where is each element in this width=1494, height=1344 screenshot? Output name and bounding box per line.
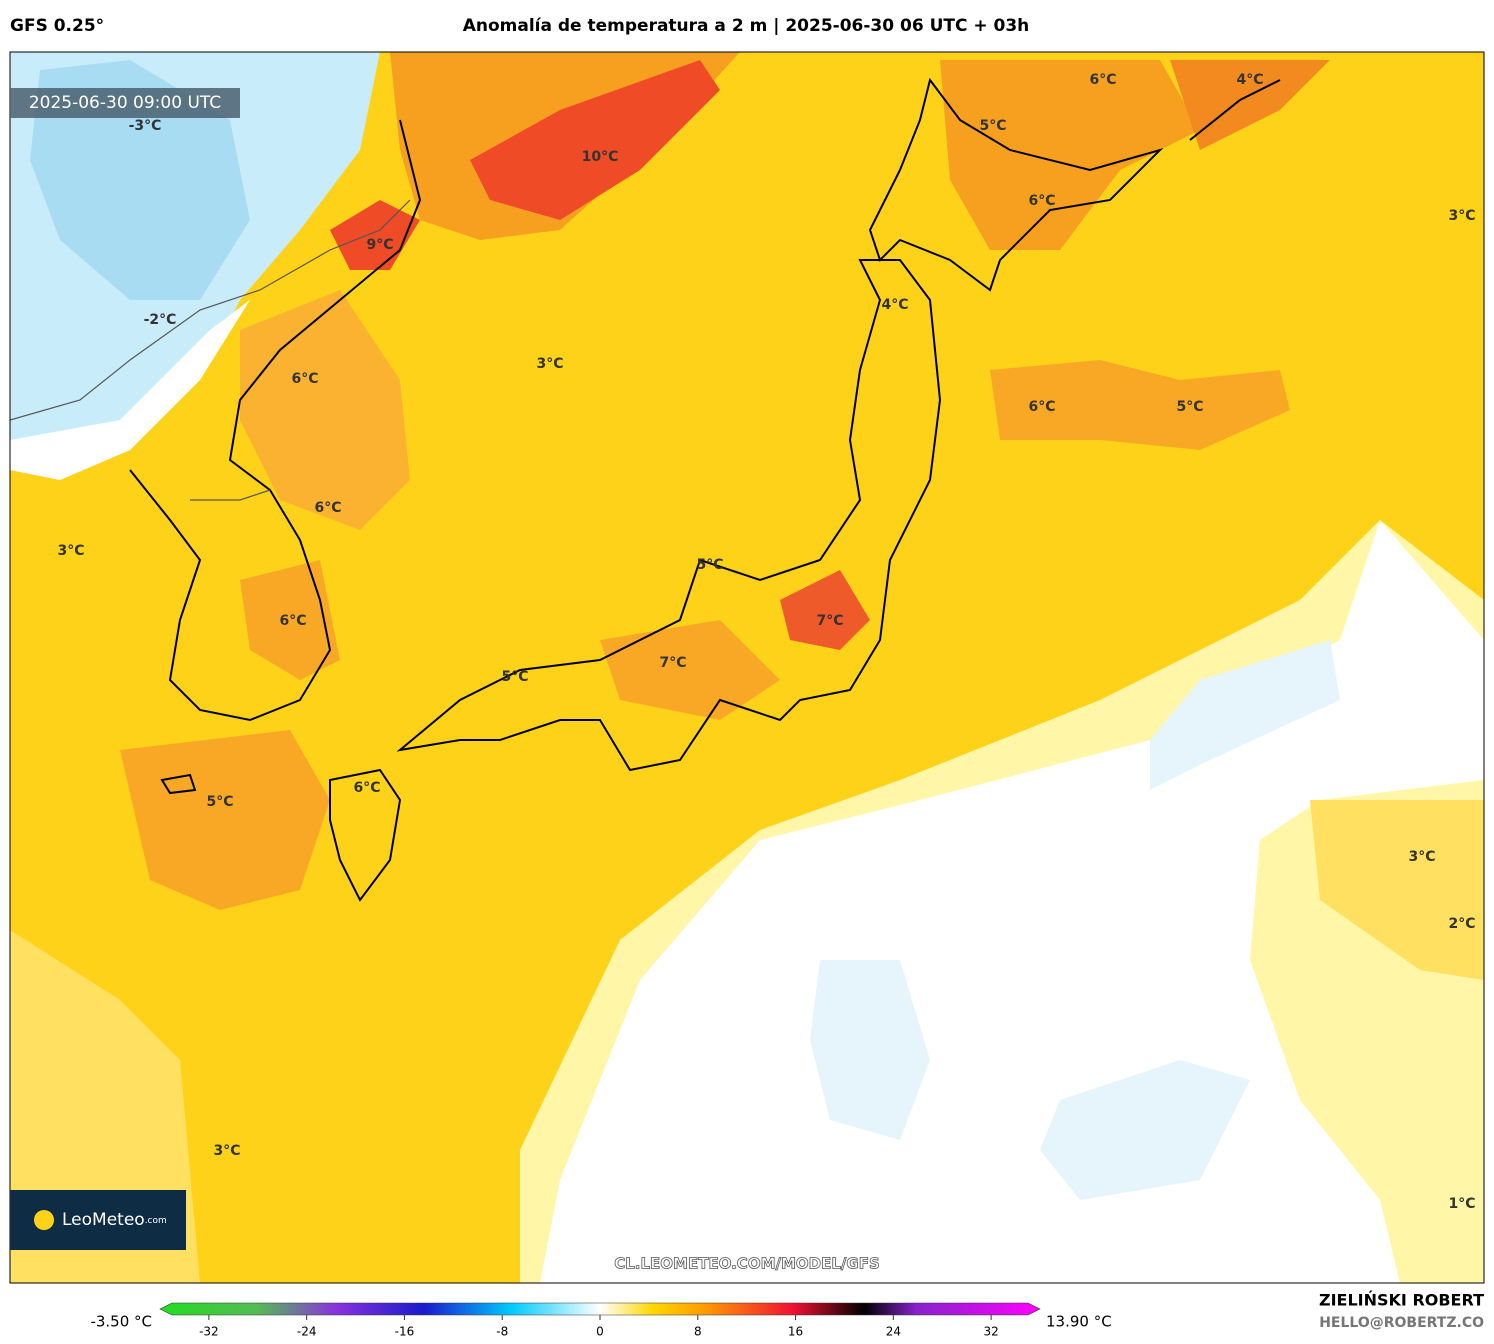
map-label: 5°C	[206, 794, 233, 810]
timestamp-box	[10, 88, 240, 118]
cool-patch	[1040, 1060, 1250, 1200]
email: HELLO@ROBERTZ.CO	[1319, 1315, 1484, 1331]
map-label: 3°C	[536, 356, 563, 372]
warm-region	[240, 290, 410, 530]
logo-text: LeoMeteo.com	[62, 1210, 167, 1230]
coastline	[129, 77, 1281, 902]
warm-region	[1170, 60, 1330, 150]
colorbar-tick-label: 32	[983, 1325, 998, 1339]
colorbar	[159, 1302, 1041, 1316]
warm-region	[120, 730, 330, 910]
map-title: Anomalía de temperatura a 2 m | 2025-06-…	[463, 16, 1030, 36]
neutral-region	[10, 300, 250, 480]
map-label: 6°C	[1089, 72, 1116, 88]
map-frame	[9, 51, 1485, 1284]
logo-name: LeoMeteo	[62, 1210, 145, 1230]
map-label: 7°C	[816, 613, 843, 629]
map-label: 6°C	[353, 780, 380, 796]
map-label: 10°C	[582, 149, 619, 165]
map-label: 3°C	[1448, 208, 1475, 224]
colorbar-tick-label: -32	[199, 1325, 219, 1339]
colorbar-max: 13.90 °C	[1046, 1313, 1112, 1331]
map-label: 3°C	[57, 543, 84, 559]
map-label: -2°C	[144, 312, 177, 328]
map	[10, 52, 1484, 1283]
map-labels: -3°C 10°C 6°C 4°C 5°C 6°C 3°C 9°C -2°C 4°C 3°C 6°C 6…	[57, 72, 1475, 1212]
warm-patch	[1310, 800, 1484, 980]
colorbar-tick-label: -8	[496, 1325, 508, 1339]
map-label: 6°C	[1028, 399, 1055, 415]
map-label: 6°C	[314, 500, 341, 516]
map-label: 6°C	[279, 613, 306, 629]
colorbar-min: -3.50 °C	[90, 1313, 152, 1331]
map-label: 2°C	[1448, 916, 1475, 932]
source-url: CL.LEOMETEO.COM/MODEL/GFS	[614, 1255, 880, 1273]
warm-region	[240, 560, 340, 680]
colorbar-tick-label: 16	[788, 1325, 803, 1339]
map-label: 6°C	[291, 371, 318, 387]
hot-region	[780, 570, 870, 650]
author: ZIELIŃSKI ROBERT	[1319, 1291, 1484, 1310]
map-label: 7°C	[659, 655, 686, 671]
timestamp: 2025-06-30 09:00 UTC	[29, 93, 221, 113]
map-label: 9°C	[366, 237, 393, 253]
colorbar-tick-label: -16	[395, 1325, 415, 1339]
cool-core	[30, 60, 250, 300]
colorbar-tick-label: 0	[596, 1325, 604, 1339]
map-label: 3°C	[213, 1143, 240, 1159]
logo-suffix: .com	[145, 1216, 167, 1226]
colorbar-ticks: -32 -24 -16 -8 0 8 16 24 32	[199, 1315, 999, 1339]
warm-region	[990, 360, 1290, 450]
map-label: 5°C	[1176, 399, 1203, 415]
model-name: GFS 0.25°	[10, 16, 104, 36]
cool-patch	[1150, 640, 1340, 790]
colorbar-tick-label: -24	[297, 1325, 317, 1339]
borders	[10, 199, 411, 501]
map-label: -3°C	[129, 118, 162, 134]
map-label: 5°C	[501, 669, 528, 685]
logo-sun	[34, 1210, 54, 1230]
colorbar-tick-label: 8	[694, 1325, 702, 1339]
hot-region	[470, 60, 720, 220]
map-label: 3°C	[1408, 849, 1435, 865]
warm-region	[600, 620, 780, 720]
map-label: 6°C	[1028, 193, 1055, 209]
map-label: 5°C	[696, 557, 723, 573]
map-label: 1°C	[1448, 1196, 1475, 1212]
map-label: 4°C	[1236, 72, 1263, 88]
warm-region	[940, 60, 1200, 250]
map-label: 4°C	[881, 297, 908, 313]
map-label: 5°C	[979, 118, 1006, 134]
colorbar-tick-label: 24	[886, 1325, 901, 1339]
cool-patch	[810, 960, 930, 1140]
